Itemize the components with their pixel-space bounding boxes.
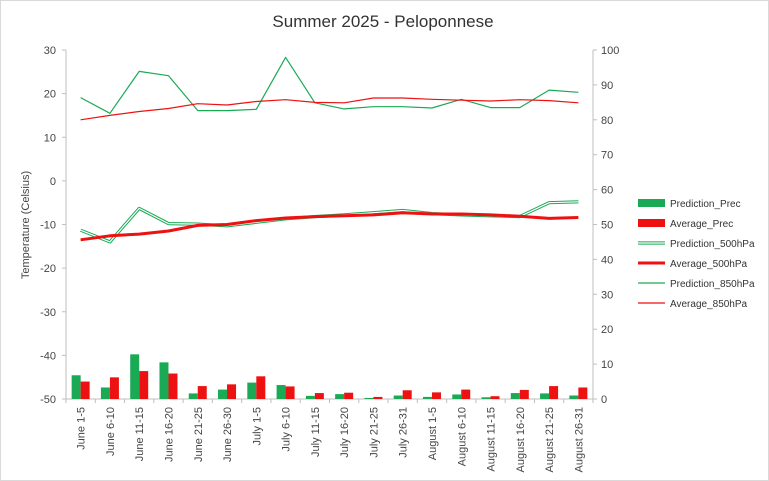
bar-average-prec <box>373 396 383 399</box>
bar-prediction-prec <box>364 397 374 399</box>
x-tick-label: August 6-10 <box>456 407 468 466</box>
x-tick-label: June 6-10 <box>105 407 117 456</box>
bar-prediction-prec <box>569 395 579 399</box>
y-axis-label: Temperature (Celsius) <box>20 171 32 279</box>
y-tick-label: -50 <box>40 394 56 406</box>
bar-prediction-prec <box>305 395 315 399</box>
bar-average-prec <box>578 387 588 399</box>
y2-tick-label: 40 <box>601 254 613 266</box>
y2-tick-label: 20 <box>601 324 613 336</box>
bar-prediction-prec <box>422 396 432 399</box>
bar-prediction-prec <box>247 382 257 399</box>
bar-prediction-prec <box>393 395 403 399</box>
bar-prediction-prec <box>481 397 491 399</box>
bar-average-prec <box>227 384 237 399</box>
legend: Prediction_Prec Average_Prec Prediction_50… <box>638 199 755 310</box>
legend-prediction-prec-swatch <box>638 199 665 207</box>
bar-prediction-prec <box>540 393 550 399</box>
y2-tick-label: 0 <box>601 394 607 406</box>
bar-average-prec <box>519 389 529 399</box>
bar-prediction-prec <box>452 394 462 399</box>
x-tick-label: July 6-10 <box>281 407 293 452</box>
x-tick-label: August 1-5 <box>427 407 439 460</box>
bar-prediction-prec <box>335 394 345 399</box>
legend-average-prec-swatch <box>638 219 665 227</box>
x-tick-label: July 16-20 <box>339 407 351 458</box>
line-average-850hpa <box>80 97 579 121</box>
x-tick-label: August 11-15 <box>486 407 498 472</box>
bar-prediction-prec <box>100 387 110 399</box>
bar-prediction-prec <box>188 393 198 399</box>
chart-title: Summer 2025 - Peloponnese <box>272 12 493 31</box>
line-prediction-850hpa <box>80 56 579 114</box>
bar-prediction-prec <box>218 389 228 399</box>
bar-average-prec <box>256 376 266 399</box>
bar-average-prec <box>431 392 441 399</box>
y2-tick-label: 10 <box>601 359 613 371</box>
bar-average-prec <box>314 393 324 399</box>
bar-prediction-prec <box>130 354 140 399</box>
y-tick-label: -20 <box>40 263 56 275</box>
x-tick-label: August 21-25 <box>544 407 556 472</box>
bar-average-prec <box>168 373 178 399</box>
x-tick-label: August 26-31 <box>573 407 585 472</box>
y2-tick-label: 60 <box>601 185 613 197</box>
bar-prediction-prec <box>276 385 286 399</box>
bar-average-prec <box>402 390 412 399</box>
bar-average-prec <box>285 386 295 399</box>
y-tick-label: 30 <box>44 45 56 57</box>
bar-average-prec <box>344 392 354 399</box>
x-tick-label: June 1-5 <box>76 407 88 450</box>
line-average-500hpa <box>80 211 579 242</box>
y2-tick-label: 90 <box>601 80 613 92</box>
legend-prediction-850hpa-label: Prediction_850hPa <box>670 279 755 290</box>
bar-average-prec <box>80 381 90 399</box>
bar-average-prec <box>549 386 559 399</box>
bar-average-prec <box>197 386 207 399</box>
bar-prediction-prec <box>510 393 520 399</box>
x-tick-label: June 21-25 <box>193 407 205 462</box>
x-tick-label: July 1-5 <box>251 407 263 446</box>
x-tick-label: July 26-31 <box>398 407 410 458</box>
x-tick-label: August 16-20 <box>515 407 527 472</box>
x-tick-label: June 26-30 <box>222 407 234 462</box>
legend-prediction-500hpa-label: Prediction_500hPa <box>670 239 755 250</box>
legend-prediction-prec-label: Prediction_Prec <box>670 199 741 210</box>
y-tick-label: -10 <box>40 220 56 232</box>
bar-prediction-prec <box>159 362 169 399</box>
y-tick-label: -40 <box>40 350 56 362</box>
x-tick-label: July 11-15 <box>310 407 322 457</box>
bar-average-prec <box>490 396 500 399</box>
x-tick-label: July 21-25 <box>368 407 380 458</box>
bar-average-prec <box>461 389 471 399</box>
y2-tick-label: 80 <box>601 115 613 127</box>
y2-tick-label: 50 <box>601 220 613 232</box>
y-tick-label: 10 <box>44 132 56 144</box>
y-tick-label: -30 <box>40 307 56 319</box>
y-tick-label: 0 <box>50 176 56 188</box>
y-tick-label: 20 <box>44 89 56 101</box>
y2-tick-label: 30 <box>601 289 613 301</box>
bar-prediction-prec <box>71 375 81 399</box>
bar-average-prec <box>109 377 119 399</box>
legend-average-prec-label: Average_Prec <box>670 219 733 230</box>
plot-area: 3020100-10-20-30-40-50100908070605040302… <box>40 45 619 472</box>
bar-average-prec <box>139 371 149 399</box>
legend-average-500hpa-label: Average_500hPa <box>670 259 748 270</box>
x-tick-label: June 16-20 <box>163 407 175 462</box>
x-tick-label: June 11-15 <box>134 407 146 461</box>
y2-tick-label: 70 <box>601 150 613 162</box>
y2-tick-label: 100 <box>601 45 619 57</box>
legend-average-850hpa-label: Average_850hPa <box>670 299 748 310</box>
